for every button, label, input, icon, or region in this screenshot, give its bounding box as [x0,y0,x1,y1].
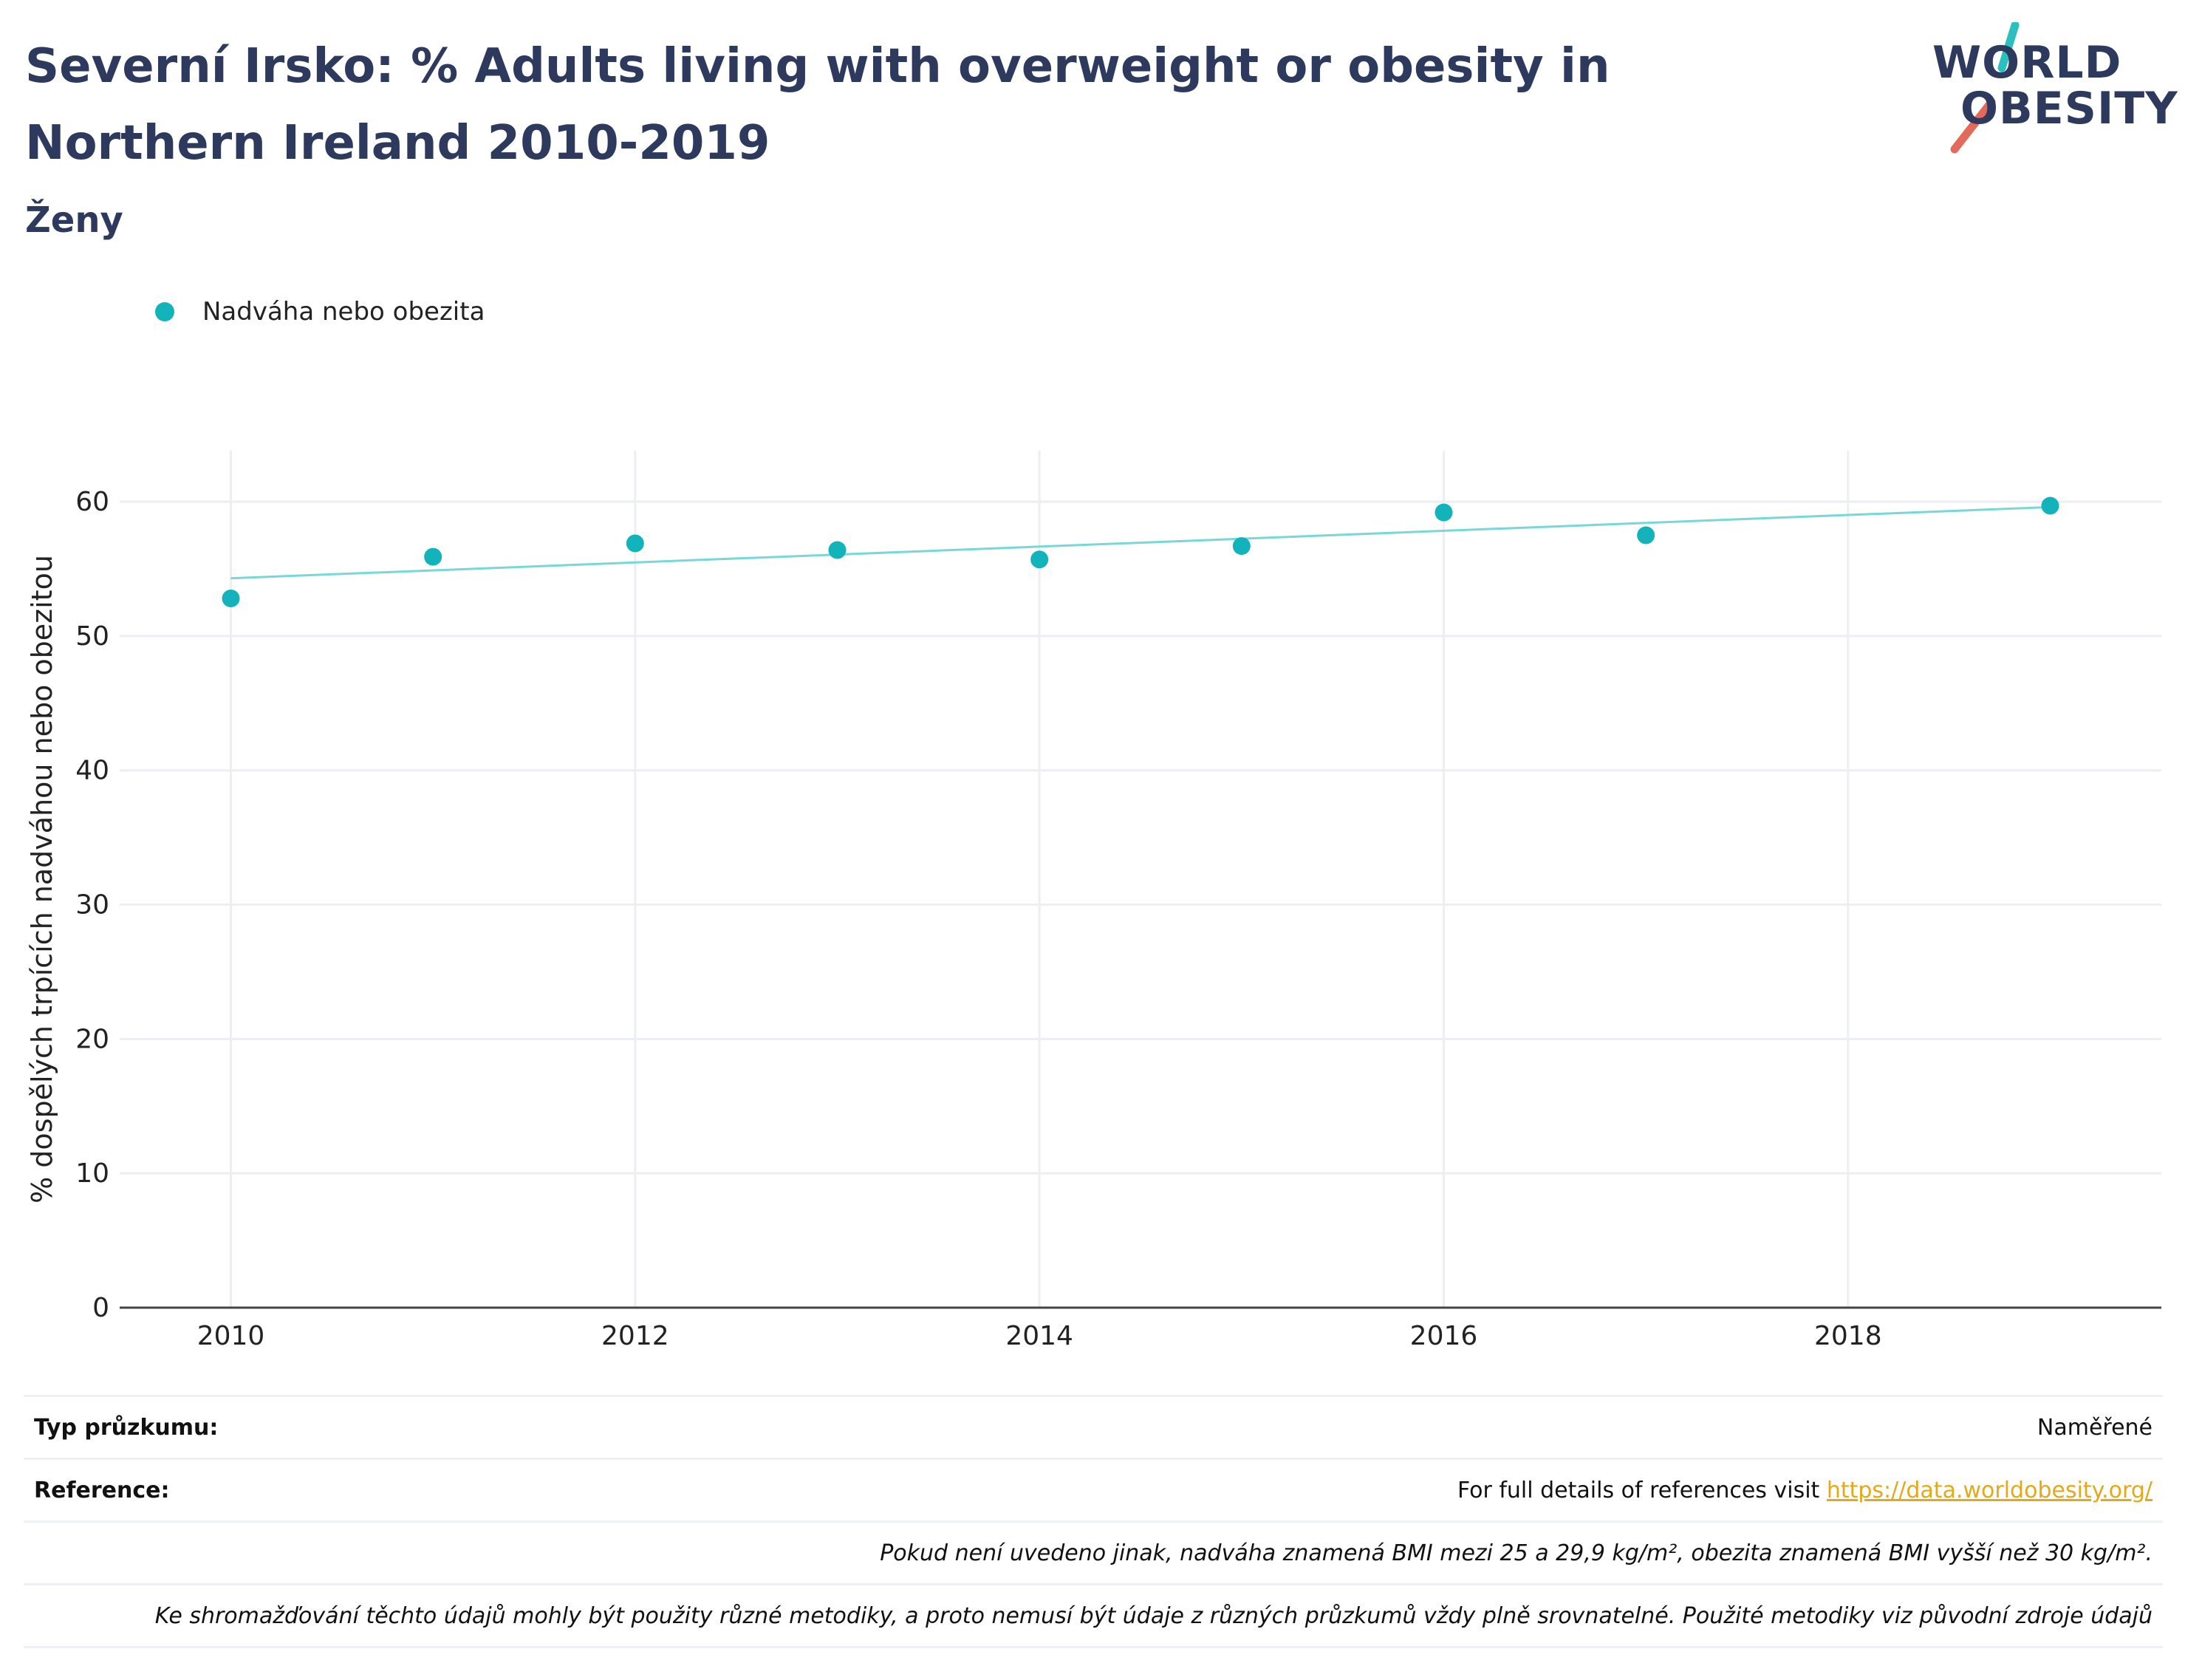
bmi-definition-note: Pokud není uvedeno jinak, nadváha znamen… [880,1540,2152,1566]
data-point [626,534,644,553]
data-point [1637,526,1655,544]
y-tick-label: 10 [75,1158,109,1189]
footer-row-note-methodology: Ke shromažďování těchto údajů mohly být … [24,1583,2163,1648]
reference-label: Reference: [34,1477,170,1503]
y-tick-label: 20 [75,1024,109,1054]
y-tick-label: 50 [75,621,109,652]
survey-type-value: Naměřené [2037,1414,2152,1441]
survey-type-label: Typ průzkumu: [34,1414,219,1441]
x-tick-label: 2014 [1005,1321,1073,1351]
reference-value: For full details of references visit htt… [1457,1478,2152,1503]
data-point [1435,503,1453,522]
x-tick-label: 2012 [601,1321,669,1351]
y-tick-label: 0 [92,1293,109,1323]
chart-subtitle: Ženy [25,199,123,241]
y-tick-label: 40 [75,756,109,786]
footer-row-note-bmi: Pokud není uvedeno jinak, nadváha znamen… [24,1520,2163,1583]
reference-link[interactable]: https://data.worldobesity.org/ [1826,1477,2152,1503]
logo-word-obesity: OBESITY [1960,83,2178,134]
x-tick-label: 2018 [1814,1321,1882,1351]
footer-row-survey-type: Typ průzkumu: Naměřené [24,1395,2163,1458]
y-tick-label: 30 [75,890,109,921]
logo-slash-icon [1950,22,2020,154]
chart-footer: Typ průzkumu: Naměřené Reference: For fu… [24,1395,2163,1648]
chart-legend[interactable]: Nadváha nebo obezita [155,297,485,327]
footer-row-reference: Reference: For full details of reference… [24,1458,2163,1520]
data-point [222,590,240,607]
reference-text: For full details of references visit [1457,1477,1820,1503]
y-tick-label: 60 [75,487,109,517]
y-axis-title: % dospělých trpících nadváhou nebo obezi… [26,555,58,1203]
legend-marker-icon [155,302,174,321]
data-point [424,547,442,566]
data-point [2041,496,2059,515]
data-point [1030,550,1049,569]
x-tick-label: 2016 [1410,1321,1478,1351]
trend-line [230,505,2051,580]
chart-title: Severní Irsko: % Adults living with over… [25,39,1610,171]
x-tick-label: 2010 [197,1321,265,1351]
data-point [1232,537,1251,556]
data-point [828,541,847,559]
legend-label: Nadváha nebo obezita [202,297,485,327]
world-obesity-logo: WORLD OBESITY [1928,22,2178,155]
methodology-note: Ke shromažďování těchto údajů mohly být … [154,1602,2152,1629]
logo-word-world: WORLD [1932,37,2122,89]
scatter-chart: 0 10 20 30 40 50 60 2010 2012 2014 2016 2018 % dospě… [26,451,2161,1351]
